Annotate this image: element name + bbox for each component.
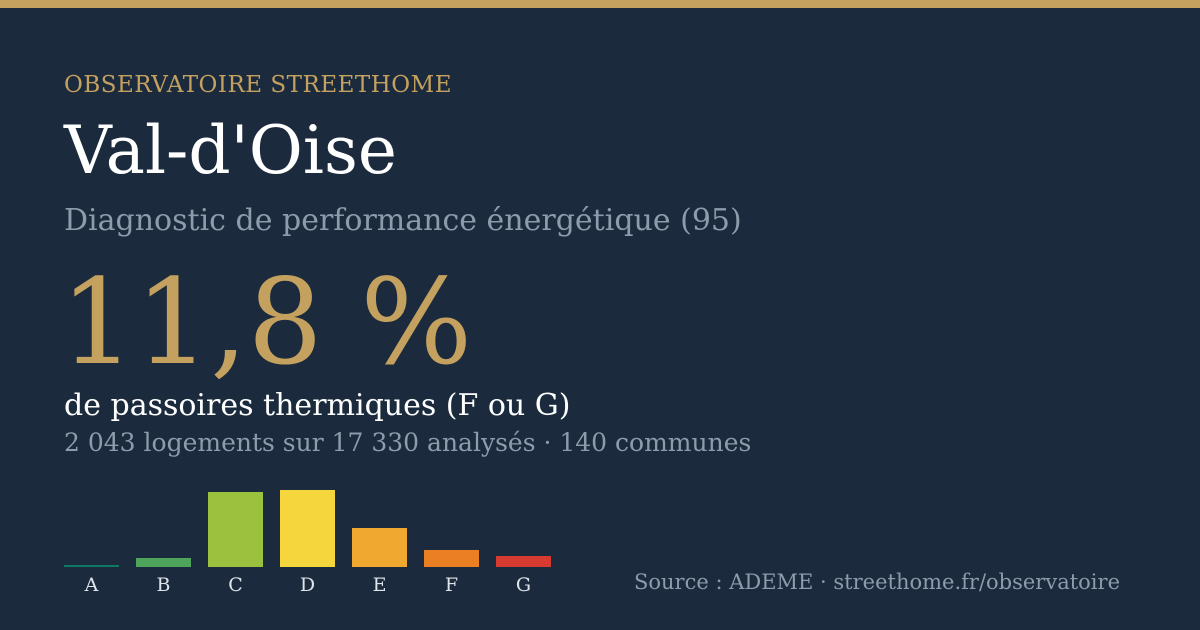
tick-label-a: A [84, 574, 99, 596]
bar-class-f [424, 550, 479, 567]
bar-class-b [136, 558, 191, 567]
headline-percentage: 11,8 % [60, 253, 473, 391]
tick-label-g: G [516, 574, 531, 596]
page-subtitle: Diagnostic de performance énergétique (9… [64, 203, 742, 238]
tick-label-e: E [373, 574, 387, 596]
bar-class-a [64, 565, 119, 567]
page-title: Val-d'Oise [64, 112, 397, 189]
top-accent-bar [0, 0, 1200, 8]
tick-label-f: F [445, 574, 458, 596]
bar-class-e [352, 528, 407, 567]
tick-label-c: C [228, 574, 243, 596]
tick-label-d: D [300, 574, 315, 596]
metric-detail: 2 043 logements sur 17 330 analysés · 14… [64, 428, 752, 457]
bar-class-g [496, 556, 551, 567]
metric-label: de passoires thermiques (F ou G) [64, 388, 571, 423]
observatory-label: OBSERVATOIRE STREETHOME [64, 72, 452, 98]
tick-label-b: B [157, 574, 171, 596]
bar-class-d [280, 490, 335, 567]
bar-class-c [208, 492, 263, 567]
source-credit: Source : ADEME · streethome.fr/observato… [634, 570, 1120, 594]
